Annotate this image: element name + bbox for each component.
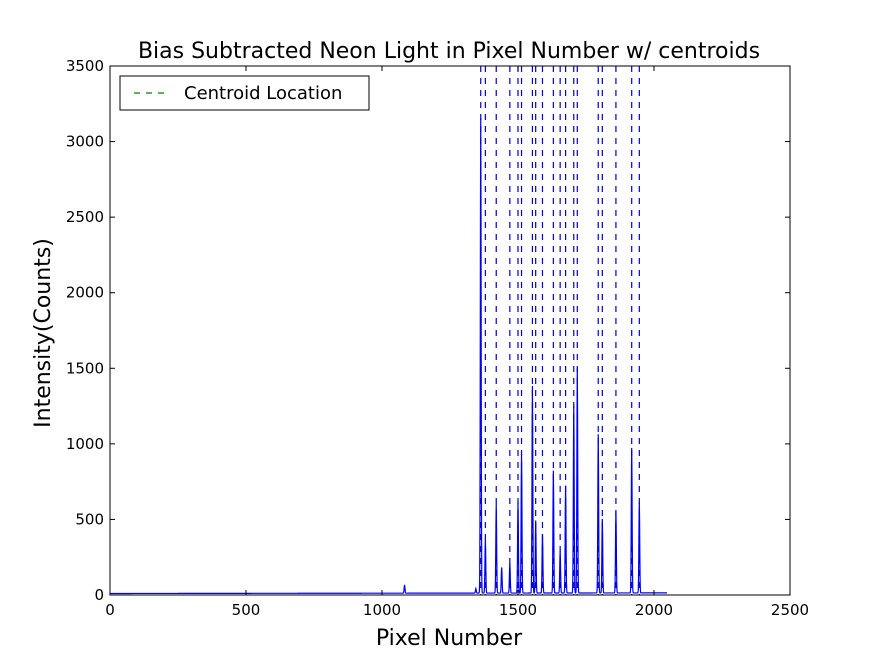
y-tick-label-3: 1500 [66,359,104,377]
y-axis-title: Intensity(Counts) [31,238,56,428]
y-tick-label-1: 500 [75,510,104,528]
y-tick-label-4: 2000 [66,284,104,302]
axes: 0 500 1000 1500 2000 2500 0 500 1000 1500 2000 2500… [66,57,809,619]
y-tick-label-2: 1000 [66,435,104,453]
legend-label: Centroid Location [184,83,342,104]
y-tick-label-6: 3000 [66,133,104,151]
x-axis-title: Pixel Number [376,626,523,651]
x-tick-label-5: 2500 [771,601,809,619]
legend: Centroid Location [119,75,370,111]
y-tick-label-7: 3500 [66,57,104,75]
x-tick-label-3: 1500 [499,601,537,619]
chart-title: Bias Subtracted Neon Light in Pixel Numb… [138,39,760,64]
x-tick-label-1: 500 [232,601,261,619]
plot-area [110,66,668,595]
x-tick-label-0: 0 [105,601,115,619]
x-tick-label-2: 1000 [363,601,401,619]
axes-frame [109,65,791,596]
x-tick-label-4: 2000 [635,601,673,619]
y-tick-label-0: 0 [94,586,104,604]
y-tick-label-5: 2500 [66,208,104,226]
